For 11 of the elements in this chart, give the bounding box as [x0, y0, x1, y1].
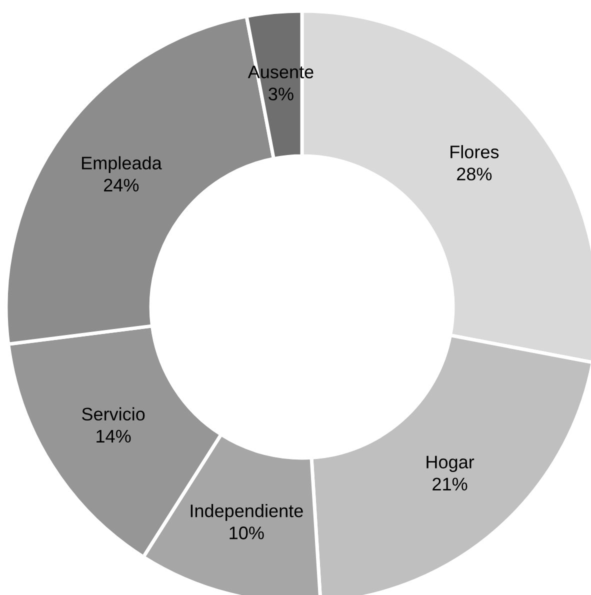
data-label: 10% — [230, 526, 264, 540]
slice-label: Flores — [450, 145, 499, 158]
data-label: 24% — [104, 178, 139, 192]
slice-label: Hogar — [426, 456, 474, 472]
slice-label: Servicio — [82, 407, 145, 421]
slice-label: Empleada — [82, 156, 162, 174]
data-label: 14% — [96, 430, 131, 443]
data-label: 3% — [268, 88, 294, 100]
data-label: 21% — [432, 478, 468, 490]
data-label: 28% — [457, 168, 492, 180]
slice-label: Independiente — [190, 504, 303, 521]
